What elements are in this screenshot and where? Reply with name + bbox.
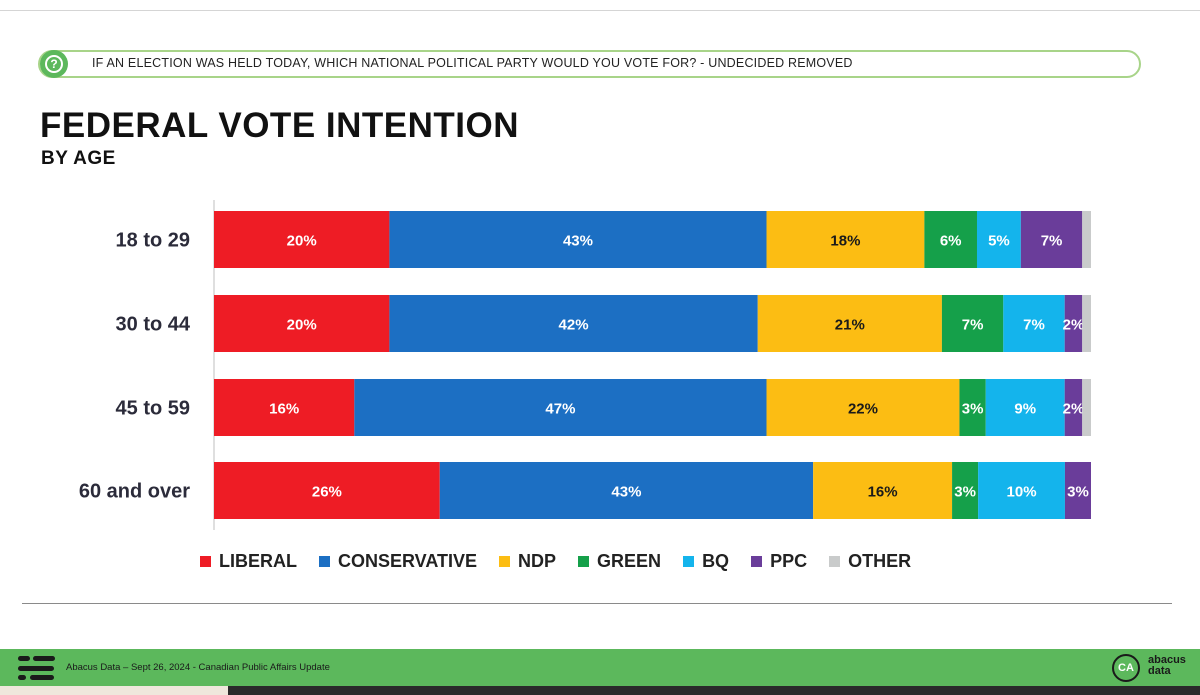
data-label: 16% <box>868 484 898 501</box>
data-label: 2% <box>1063 317 1085 334</box>
category-label: 60 and over <box>79 481 190 503</box>
bar-segment-ndp <box>766 379 960 436</box>
legend-swatch <box>751 556 763 567</box>
footer-source: Abacus Data – Sept 26, 2024 - Canadian P… <box>66 662 330 673</box>
legend-label: NDP <box>518 551 557 571</box>
chart-legend: LIBERAL CONSERVATIVE NDP GREEN BQ PPC OTHER <box>200 551 933 572</box>
bar-segment-ppc <box>1064 379 1083 436</box>
legend-swatch <box>499 556 511 567</box>
bar-segment-other <box>1082 379 1091 436</box>
brand-line-1: abacus <box>1148 654 1186 666</box>
data-label: 7% <box>1023 317 1045 334</box>
category-label: 18 to 29 <box>116 230 190 252</box>
data-label: 18% <box>830 233 860 250</box>
data-label: 42% <box>559 317 589 334</box>
data-label: 43% <box>563 233 593 250</box>
bar-segment-ppc <box>1020 211 1083 268</box>
category-label: 30 to 44 <box>116 314 191 336</box>
legend-item-ppc: PPC <box>751 551 807 572</box>
bar-segment-ndp <box>757 295 942 352</box>
bar-segment-bq <box>976 211 1021 268</box>
legend-swatch <box>200 556 211 567</box>
frame-top-line <box>0 10 1200 11</box>
data-label: 7% <box>962 317 984 334</box>
bar-segment-ppc <box>1064 462 1091 519</box>
bar-segment-conservative <box>389 295 758 352</box>
bar-segment-conservative <box>354 379 767 436</box>
data-label: 21% <box>835 317 865 334</box>
footer-bar: Abacus Data – Sept 26, 2024 - Canadian P… <box>0 649 1200 686</box>
bar-segment-ndp <box>766 211 925 268</box>
data-label: 3% <box>954 484 976 501</box>
legend-swatch <box>578 556 590 567</box>
data-label: 22% <box>848 401 878 418</box>
bar-segment-bq <box>978 462 1065 519</box>
data-label: 5% <box>988 233 1010 250</box>
bar-segment-green <box>941 295 1004 352</box>
legend-label: GREEN <box>597 551 662 571</box>
bar-segment-other <box>1082 295 1091 352</box>
legend-item-liberal: LIBERAL <box>200 551 297 572</box>
bar-segment-liberal <box>214 211 390 268</box>
bar-segment-conservative <box>389 211 767 268</box>
question-icon: ? <box>40 50 68 78</box>
data-label: 26% <box>312 484 342 501</box>
legend-label: LIBERAL <box>219 551 297 571</box>
data-label: 3% <box>962 401 984 418</box>
bar-segment-bq <box>1003 295 1065 352</box>
data-label: 7% <box>1041 233 1063 250</box>
category-label: 45 to 59 <box>116 398 190 420</box>
abacus-logo-icon <box>18 656 58 680</box>
data-label: 16% <box>269 401 299 418</box>
data-label: 10% <box>1007 484 1037 501</box>
bar-segment-liberal <box>214 379 355 436</box>
bottom-strip-left <box>0 686 228 695</box>
data-label: 20% <box>287 233 317 250</box>
brand-wordmark: abacus data <box>1148 655 1186 677</box>
bar-segment-bq <box>985 379 1065 436</box>
legend-swatch <box>683 556 695 567</box>
data-label: 20% <box>287 317 317 334</box>
legend-item-other: OTHER <box>829 551 911 572</box>
bar-segment-green <box>952 462 979 519</box>
data-label: 2% <box>1063 401 1085 418</box>
legend-label: PPC <box>770 551 808 571</box>
data-label: 6% <box>940 233 962 250</box>
bar-segment-green <box>924 211 977 268</box>
legend-item-ndp: NDP <box>499 551 556 572</box>
bar-segment-conservative <box>439 462 814 519</box>
legend-item-conservative: CONSERVATIVE <box>319 551 477 572</box>
legend-label: OTHER <box>848 551 912 571</box>
legend-swatch <box>319 556 330 567</box>
chart-subtitle: BY AGE <box>41 148 116 169</box>
legend-swatch <box>829 556 841 567</box>
chart-title: FEDERAL VOTE INTENTION <box>40 106 519 145</box>
bar-segment-ndp <box>813 462 953 519</box>
bar-segment-green <box>959 379 986 436</box>
data-label: 43% <box>611 484 641 501</box>
brand-line-2: data <box>1148 665 1171 677</box>
legend-label: CONSERVATIVE <box>338 551 478 571</box>
bar-segment-ppc <box>1064 295 1083 352</box>
data-label: 47% <box>545 401 575 418</box>
question-banner: ? IF AN ELECTION WAS HELD TODAY, WHICH N… <box>38 50 1141 78</box>
bar-segment-liberal <box>214 462 440 519</box>
legend-item-bq: BQ <box>683 551 729 572</box>
legend-label: BQ <box>702 551 730 571</box>
bottom-strip <box>0 686 1200 695</box>
stacked-bar-chart: 18 to 29 20% 43% 18% 6% 5% 7% 30 to 44 20% 42% 21%… <box>79 200 1091 530</box>
footer-divider <box>22 603 1172 604</box>
bar-segment-liberal <box>214 295 390 352</box>
data-label: 9% <box>1014 401 1036 418</box>
legend-item-green: GREEN <box>578 551 661 572</box>
bar-segment-other <box>1082 211 1091 268</box>
ca-badge-icon: CA <box>1112 654 1140 682</box>
data-label: 3% <box>1067 484 1089 501</box>
question-text: IF AN ELECTION WAS HELD TODAY, WHICH NAT… <box>92 56 853 70</box>
